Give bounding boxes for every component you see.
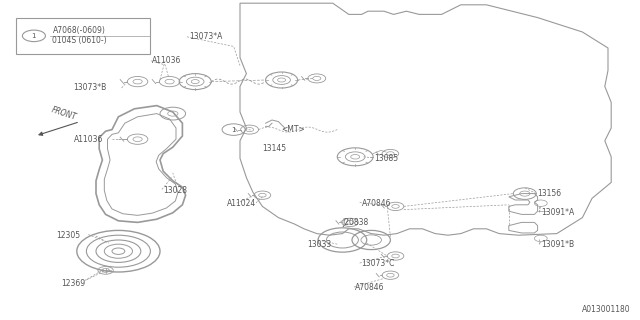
Text: <MT>: <MT> (282, 125, 305, 134)
Text: FRONT: FRONT (51, 105, 77, 122)
Text: 12305: 12305 (56, 231, 81, 240)
Text: A11036: A11036 (152, 56, 182, 65)
Text: A11036: A11036 (74, 135, 103, 144)
Text: A70846: A70846 (362, 199, 391, 208)
Text: 13028: 13028 (163, 186, 187, 195)
Text: A7068(-0609): A7068(-0609) (52, 26, 106, 35)
Text: 13073*B: 13073*B (74, 84, 107, 92)
Text: 12369: 12369 (61, 279, 85, 288)
Text: 13145: 13145 (262, 144, 287, 153)
Text: 0104S (0610-): 0104S (0610-) (52, 36, 107, 45)
Text: A11024: A11024 (227, 199, 257, 208)
Text: A013001180: A013001180 (582, 305, 630, 314)
Text: 13073*C: 13073*C (362, 260, 395, 268)
Text: 1: 1 (231, 127, 236, 133)
Text: 13085: 13085 (374, 154, 399, 163)
Text: 13091*B: 13091*B (541, 240, 574, 249)
Text: 13033: 13033 (307, 240, 332, 249)
Text: 13091*A: 13091*A (541, 208, 574, 217)
Text: 13073*A: 13073*A (189, 32, 222, 41)
Text: 13156: 13156 (538, 189, 562, 198)
Text: 1: 1 (31, 33, 36, 39)
FancyBboxPatch shape (16, 18, 150, 54)
Text: J20838: J20838 (342, 218, 369, 227)
Text: A70846: A70846 (355, 284, 385, 292)
